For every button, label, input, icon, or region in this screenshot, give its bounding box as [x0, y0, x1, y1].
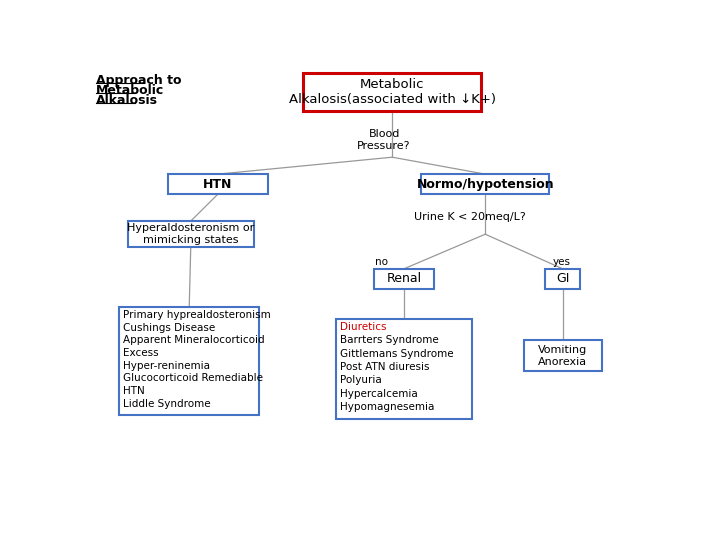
FancyBboxPatch shape	[524, 340, 601, 372]
Text: Post ATN diuresis: Post ATN diuresis	[340, 362, 429, 372]
Text: HTN: HTN	[203, 178, 233, 191]
Text: HTN: HTN	[123, 386, 145, 396]
Text: Apparent Mineralocorticoid: Apparent Mineralocorticoid	[123, 335, 265, 345]
Text: Hyperaldosteronism or
mimicking states: Hyperaldosteronism or mimicking states	[127, 224, 254, 245]
Text: GI: GI	[556, 272, 570, 285]
Text: Barrters Syndrome: Barrters Syndrome	[340, 335, 438, 345]
FancyBboxPatch shape	[303, 72, 482, 111]
Text: Hypercalcemia: Hypercalcemia	[340, 389, 418, 399]
Text: Cushings Disease: Cushings Disease	[123, 322, 215, 333]
Text: Glucocorticoid Remediable: Glucocorticoid Remediable	[123, 373, 264, 383]
Text: Gittlemans Syndrome: Gittlemans Syndrome	[340, 349, 454, 359]
Text: Alkalosis: Alkalosis	[96, 94, 158, 107]
Text: Approach to: Approach to	[96, 74, 181, 87]
FancyBboxPatch shape	[168, 174, 269, 194]
FancyBboxPatch shape	[374, 269, 434, 289]
Text: Polyuria: Polyuria	[340, 375, 382, 386]
FancyBboxPatch shape	[128, 221, 253, 247]
FancyBboxPatch shape	[120, 307, 259, 415]
FancyBboxPatch shape	[545, 269, 580, 289]
Text: Liddle Syndrome: Liddle Syndrome	[123, 399, 211, 409]
Text: Metabolic: Metabolic	[96, 84, 164, 97]
Text: Primary hyprealdosteronism: Primary hyprealdosteronism	[123, 310, 271, 320]
Text: Blood
Pressure?: Blood Pressure?	[357, 130, 411, 151]
Text: Excess: Excess	[123, 348, 159, 358]
Text: yes: yes	[553, 258, 571, 267]
Text: no: no	[375, 258, 388, 267]
Text: Hyper-reninemia: Hyper-reninemia	[123, 361, 210, 370]
Text: Renal: Renal	[387, 272, 421, 285]
FancyBboxPatch shape	[336, 319, 472, 419]
Text: Metabolic
Alkalosis(associated with ↓K+): Metabolic Alkalosis(associated with ↓K+)	[289, 78, 496, 106]
FancyBboxPatch shape	[421, 174, 549, 194]
Text: Urine K < 20meq/L?: Urine K < 20meq/L?	[414, 212, 526, 222]
Text: Normo/hypotension: Normo/hypotension	[416, 178, 554, 191]
Text: Diuretics: Diuretics	[340, 322, 387, 332]
Text: Hypomagnesemia: Hypomagnesemia	[340, 402, 434, 412]
Text: Vomiting
Anorexia: Vomiting Anorexia	[538, 345, 588, 367]
